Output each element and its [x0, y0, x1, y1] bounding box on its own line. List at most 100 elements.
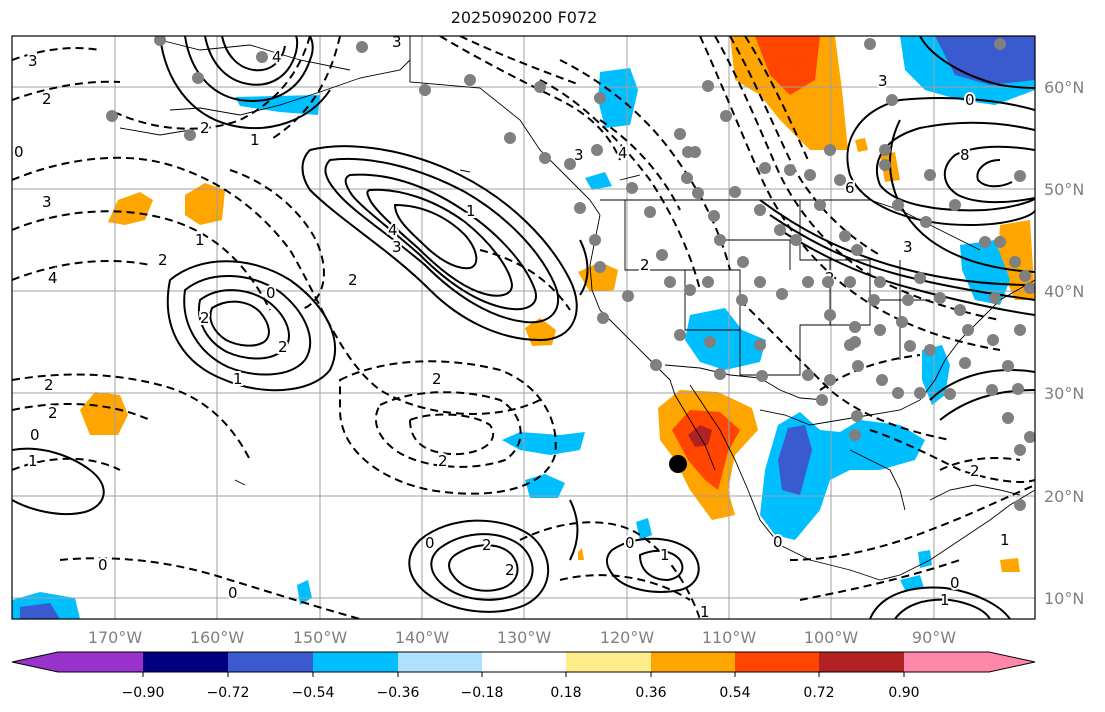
contour-label: 2	[44, 376, 54, 394]
colorbar-tick-label: 0.54	[719, 685, 750, 701]
lat-label: 40°N	[1044, 282, 1084, 301]
shade-negative	[685, 308, 766, 370]
shade-negative	[900, 575, 924, 590]
map-frame	[11, 35, 1036, 620]
contour-label: 4	[388, 221, 398, 239]
shade-negative	[918, 550, 932, 568]
colorbar-segment	[228, 652, 313, 672]
contour-label: 2	[42, 90, 52, 108]
contour-label: 3	[878, 72, 888, 90]
lat-label: 10°N	[1044, 589, 1084, 608]
shade-positive-strong	[755, 36, 820, 95]
colorbar: −0.90 −0.72 −0.54 −0.36 −0.18 0.18 0.36 …	[11, 651, 1036, 701]
contour-label: 2	[200, 119, 210, 137]
contour-label: 1	[940, 591, 950, 609]
map-layers: 3 2 0 3 4 2 1 4 3 2 1 1 0 2 2 3 4 3 2 1 …	[12, 33, 1035, 621]
lon-label: 90°W	[912, 628, 956, 647]
contour-label: 1	[195, 231, 205, 249]
contour-label: 3	[392, 33, 402, 51]
shade-negative-strong	[778, 425, 812, 495]
longitude-labels: 170°W 160°W 150°W 140°W 130°W 120°W 110°…	[88, 628, 956, 647]
contour-label: 0	[425, 534, 435, 552]
contour-label: 2	[200, 309, 210, 327]
contour-label: 2	[278, 338, 288, 356]
contour-label: 2	[970, 462, 980, 480]
contour-label: 2	[482, 536, 492, 554]
highlight-marker	[669, 455, 687, 473]
lat-label: 20°N	[1044, 487, 1084, 506]
contour-label: 0	[965, 91, 975, 109]
shade-positive-strong	[672, 410, 740, 490]
colorbar-tick-label: −0.18	[461, 685, 504, 701]
colorbar-segment	[904, 652, 989, 672]
shade-negative	[502, 432, 585, 455]
lon-label: 140°W	[395, 628, 450, 647]
colorbar-tick-label: −0.90	[122, 685, 165, 701]
contour-label: 3	[903, 238, 913, 256]
contour-label: 4	[272, 48, 282, 66]
colorbar-segment	[651, 652, 735, 672]
colorbar-segment	[566, 652, 651, 672]
latitude-labels: 60°N 50°N 40°N 30°N 20°N 10°N	[1044, 78, 1084, 608]
contour-label: 1	[28, 452, 38, 470]
lon-label: 160°W	[190, 628, 245, 647]
shade-positive	[185, 183, 225, 225]
colorbar-segment	[313, 652, 398, 672]
shade-positive	[578, 548, 584, 560]
colorbar-tick-label: 0.90	[888, 685, 919, 701]
colorbar-tick-label: 0.36	[635, 685, 666, 701]
colorbar-tick-label: −0.54	[292, 685, 335, 701]
contour-label: 0	[30, 426, 40, 444]
contour-label: 1	[466, 202, 476, 220]
contour-label: 4	[48, 269, 58, 287]
contour-label: 3	[42, 193, 52, 211]
contour-label: 2	[348, 271, 358, 289]
contour-label: 0	[625, 534, 635, 552]
colorbar-segment	[819, 652, 904, 672]
colorbar-tick-label: −0.36	[377, 685, 420, 701]
contour-label: 2	[640, 256, 650, 274]
contour-label: 3	[392, 238, 402, 256]
colorbar-tick-label: 0.18	[550, 685, 581, 701]
contour-label: 0	[950, 574, 960, 592]
lat-label: 50°N	[1044, 180, 1084, 199]
lon-label: 100°W	[804, 628, 859, 647]
shade-negative	[585, 172, 612, 190]
colorbar-segment	[58, 652, 143, 672]
contour-label: 3	[28, 52, 38, 70]
colorbar-segment	[735, 652, 819, 672]
lon-label: 120°W	[600, 628, 655, 647]
colorbar-segment	[398, 652, 482, 672]
lon-label: 130°W	[497, 628, 552, 647]
contour-label: 0	[14, 143, 24, 161]
contour-label: 1	[660, 546, 670, 564]
contour-label: 2	[432, 370, 442, 388]
colorbar-tick-label: −0.72	[207, 685, 250, 701]
contour-labels: 3 2 0 3 4 2 1 4 3 2 1 1 0 2 2 3 4 3 2 1 …	[12, 33, 1012, 621]
contour-label: 0	[266, 284, 276, 302]
shade-negative	[960, 240, 1010, 305]
contour-label: 1	[700, 603, 710, 621]
shade-negative-strong	[935, 36, 1035, 85]
contour-label: 0	[228, 584, 238, 602]
station-markers	[106, 36, 1035, 511]
contour-label: 8	[960, 146, 970, 164]
contour-label: 4	[618, 144, 628, 162]
shade-positive	[855, 138, 868, 152]
shade-negative	[297, 580, 312, 605]
colorbar-segment	[482, 652, 566, 672]
contour-label: 1	[1000, 531, 1010, 549]
contour-label: 2	[438, 452, 448, 470]
lon-label: 150°W	[293, 628, 348, 647]
lon-label: 170°W	[88, 628, 143, 647]
shade-positive	[1000, 558, 1020, 572]
shade-negative-strong	[20, 603, 60, 619]
contour-label: 2	[505, 561, 515, 579]
colorbar-tick-label: 0.72	[803, 685, 834, 701]
contour-label: 3	[574, 146, 584, 164]
lat-label: 60°N	[1044, 78, 1084, 97]
colorbar-arrow-right	[989, 652, 1035, 672]
shade-positive	[80, 392, 128, 435]
shade-positive	[108, 192, 153, 225]
